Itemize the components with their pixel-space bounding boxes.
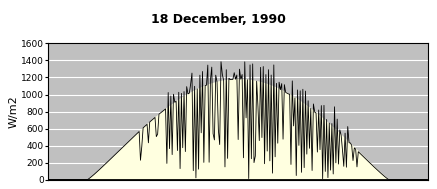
Text: 18 December, 1990: 18 December, 1990	[151, 13, 286, 26]
Y-axis label: W/m2: W/m2	[8, 95, 18, 128]
